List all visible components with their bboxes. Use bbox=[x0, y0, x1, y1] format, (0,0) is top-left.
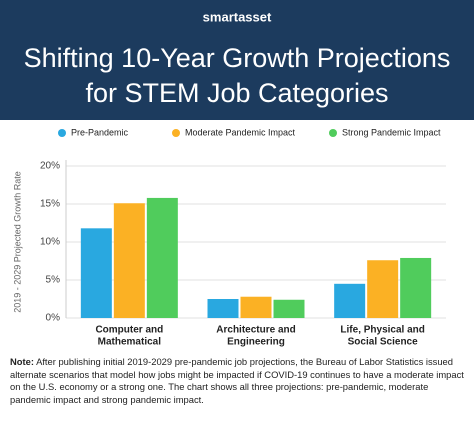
legend-label: Strong Pandemic Impact bbox=[342, 127, 441, 137]
bar bbox=[273, 299, 305, 318]
bar bbox=[113, 203, 145, 318]
x-tick-label: Mathematical bbox=[98, 337, 162, 348]
bar bbox=[367, 260, 399, 318]
header-band bbox=[0, 0, 474, 120]
x-tick-label: Engineering bbox=[227, 337, 285, 348]
y-tick-label: 20% bbox=[40, 161, 60, 172]
chart-title: Shifting 10-Year Growth Projections bbox=[24, 43, 451, 73]
bar bbox=[80, 228, 112, 318]
y-tick-label: 15% bbox=[40, 199, 60, 210]
y-tick-label: 10% bbox=[40, 237, 60, 248]
note: Note: After publishing initial 2019-2029… bbox=[10, 356, 466, 406]
bar bbox=[240, 296, 272, 318]
y-tick-label: 0% bbox=[46, 313, 61, 324]
brand: smartasset bbox=[203, 9, 272, 24]
x-tick-label: Life, Physical and bbox=[340, 325, 424, 336]
bar bbox=[334, 283, 366, 318]
bar bbox=[400, 257, 432, 318]
legend-label: Pre-Pandemic bbox=[71, 127, 129, 137]
bar bbox=[207, 299, 239, 318]
chart-title: for STEM Job Categories bbox=[85, 78, 388, 108]
y-tick-label: 5% bbox=[46, 275, 61, 286]
legend-marker bbox=[58, 129, 66, 137]
chart: smartasset Shifting 10-Year Growth Proje… bbox=[0, 0, 474, 348]
note-text: After publishing initial 2019-2029 pre-p… bbox=[10, 356, 464, 405]
x-tick-label: Social Science bbox=[348, 337, 418, 348]
bar bbox=[146, 197, 178, 318]
y-axis-label: 2019 - 2029 Projected Growth Rate bbox=[12, 171, 22, 313]
note-label: Note: bbox=[10, 356, 34, 367]
legend-marker bbox=[329, 129, 337, 137]
legend-marker bbox=[172, 129, 180, 137]
x-tick-label: Computer and bbox=[95, 325, 163, 336]
x-tick-label: Architecture and bbox=[216, 325, 295, 336]
legend-label: Moderate Pandemic Impact bbox=[185, 127, 296, 137]
